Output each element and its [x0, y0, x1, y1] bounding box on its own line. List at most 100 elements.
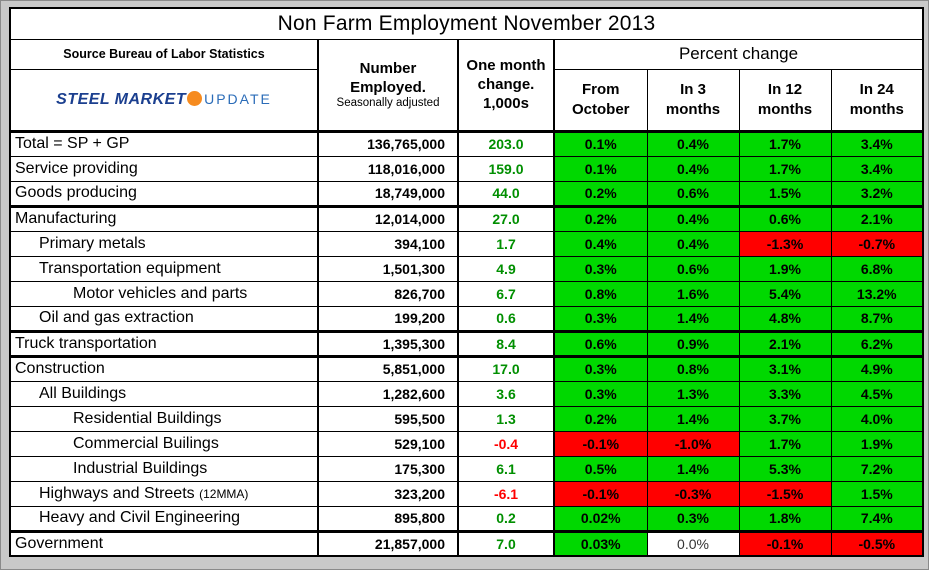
table-row: Industrial Buildings 175,300 6.1 0.5% 1.4% 5.… [9, 455, 924, 482]
percent-change-value: 0.4% [646, 230, 740, 257]
percent-change-value: 0.4% [553, 230, 648, 257]
row-label: Truck transportation [9, 329, 319, 357]
row-label: Residential Buildings [9, 405, 319, 432]
one-month-change-value: -0.4 [457, 430, 555, 457]
percent-change-value: 1.7% [738, 155, 832, 182]
percent-change-value: 7.4% [830, 505, 924, 532]
one-month-change-value: 4.9 [457, 255, 555, 282]
header-row-top: Source Bureau of Labor Statistics Number… [9, 38, 924, 132]
percent-change-value: 0.03% [553, 529, 648, 557]
percent-change-value: 0.4% [646, 155, 740, 182]
percent-change-value: 0.3% [553, 255, 648, 282]
one-month-change-value: 7.0 [457, 529, 555, 557]
percent-change-value: 4.9% [830, 354, 924, 382]
row-label: Transportation equipment [9, 255, 319, 282]
percent-change-value: 0.8% [553, 280, 648, 307]
percent-change-value: 1.4% [646, 305, 740, 332]
row-label-text: Heavy and Civil Engineering [39, 509, 240, 526]
employed-value: 12,014,000 [317, 204, 459, 232]
employed-value: 895,800 [317, 505, 459, 532]
percent-change-value: 1.7% [738, 129, 832, 157]
column-header-number-employed: Number Employed. Seasonally adjusted [317, 38, 459, 132]
percent-change-value: 1.4% [646, 455, 740, 482]
row-label-text: Manufacturing [15, 210, 117, 227]
pct-header-line2: months [665, 100, 721, 118]
percent-change-value: 0.0% [646, 529, 740, 557]
employed-value: 394,100 [317, 230, 459, 257]
row-label-text: Highways and Streets [39, 484, 195, 502]
percent-change-value: 5.4% [738, 280, 832, 307]
one-month-change-value: 0.6 [457, 305, 555, 332]
percent-change-value: -0.5% [830, 529, 924, 557]
percent-change-value: 0.4% [646, 129, 740, 157]
employment-table: Non Farm Employment November 2013 Source… [9, 7, 925, 557]
percent-change-value: 0.9% [646, 329, 740, 357]
employed-value: 18,749,000 [317, 180, 459, 207]
header-row-bottom: STEEL MARKET UPDATE From October In 3 mon… [9, 68, 924, 132]
percent-change-value: 1.9% [738, 255, 832, 282]
row-label: Construction [9, 354, 319, 382]
employed-value: 199,200 [317, 305, 459, 332]
one-month-subtitle: 1,000s [483, 94, 529, 112]
percent-change-value: 3.2% [830, 180, 924, 207]
percent-change-value: 0.3% [553, 354, 648, 382]
percent-change-value: 0.6% [646, 255, 740, 282]
page-title: Non Farm Employment November 2013 [9, 7, 924, 40]
table-row: Manufacturing 12,014,000 27.0 0.2% 0.4% 0.6% 2… [9, 204, 924, 232]
title-row: Non Farm Employment November 2013 [9, 7, 924, 40]
percent-change-value: 0.1% [553, 129, 648, 157]
row-label-text: Construction [15, 360, 105, 377]
one-month-change-value: 8.4 [457, 329, 555, 357]
employed-value: 1,501,300 [317, 255, 459, 282]
row-label: Highways and Streets (12MMA) [9, 480, 319, 507]
logo-text-steel: STEEL [56, 90, 111, 108]
pct-header-line1: From [582, 81, 620, 98]
number-employed-subtitle: Seasonally adjusted [336, 97, 440, 110]
one-month-title: One month change. [466, 57, 546, 93]
percent-change-value: 7.2% [830, 455, 924, 482]
percent-change-value: 4.5% [830, 380, 924, 407]
percent-change-value: 0.4% [646, 204, 740, 232]
employed-value: 529,100 [317, 430, 459, 457]
percent-change-value: 3.3% [738, 380, 832, 407]
employed-value: 1,282,600 [317, 380, 459, 407]
one-month-change-value: 1.3 [457, 405, 555, 432]
logo-orange-circle-icon [187, 90, 203, 106]
row-label: Total = SP + GP [9, 129, 319, 157]
row-label: Industrial Buildings [9, 455, 319, 482]
one-month-change-value: 1.7 [457, 230, 555, 257]
one-month-change-value: 44.0 [457, 180, 555, 207]
row-label: Government [9, 529, 319, 557]
table-row: Motor vehicles and parts 826,700 6.7 0.8% 1.… [9, 280, 924, 307]
employed-value: 826,700 [317, 280, 459, 307]
percent-change-value: 2.1% [830, 204, 924, 232]
table-row: Primary metals 394,100 1.7 0.4% 0.4% -1.3% -0.… [9, 230, 924, 257]
row-label: Motor vehicles and parts [9, 280, 319, 307]
row-label-text: Commercial Builings [73, 434, 219, 452]
percent-change-value: 0.3% [553, 305, 648, 332]
column-header-in-12-months: In 12 months [738, 68, 832, 132]
one-month-change-value: -6.1 [457, 480, 555, 507]
table-row: Residential Buildings 595,500 1.3 0.2% 1.4% 3… [9, 405, 924, 432]
steel-market-update-logo: STEEL MARKET UPDATE [12, 91, 316, 109]
employed-value: 595,500 [317, 405, 459, 432]
percent-change-value: 1.6% [646, 280, 740, 307]
number-employed-title: Number Employed. [350, 59, 426, 96]
logo-text-market: MARKET [114, 90, 187, 108]
logo-text-update: UPDATE [204, 90, 272, 107]
percent-change-value: -0.7% [830, 230, 924, 257]
percent-change-value: -0.1% [553, 430, 648, 457]
row-label: Service providing [9, 155, 319, 182]
row-label: Goods producing [9, 180, 319, 207]
percent-change-value: 1.9% [830, 430, 924, 457]
table-row: All Buildings 1,282,600 3.6 0.3% 1.3% 3.3% 4.5… [9, 380, 924, 407]
percent-change-value: 1.5% [830, 480, 924, 507]
percent-change-value: -1.3% [738, 230, 832, 257]
column-header-one-month-change: One month change. 1,000s [457, 38, 555, 132]
row-label: Oil and gas extraction [9, 305, 319, 332]
percent-change-value: 1.3% [646, 380, 740, 407]
percent-change-value: 1.4% [646, 405, 740, 432]
source-label: Source Bureau of Labor Statistics [9, 38, 319, 70]
pct-header-line2: months [757, 100, 813, 118]
percent-change-value: -1.0% [646, 430, 740, 457]
